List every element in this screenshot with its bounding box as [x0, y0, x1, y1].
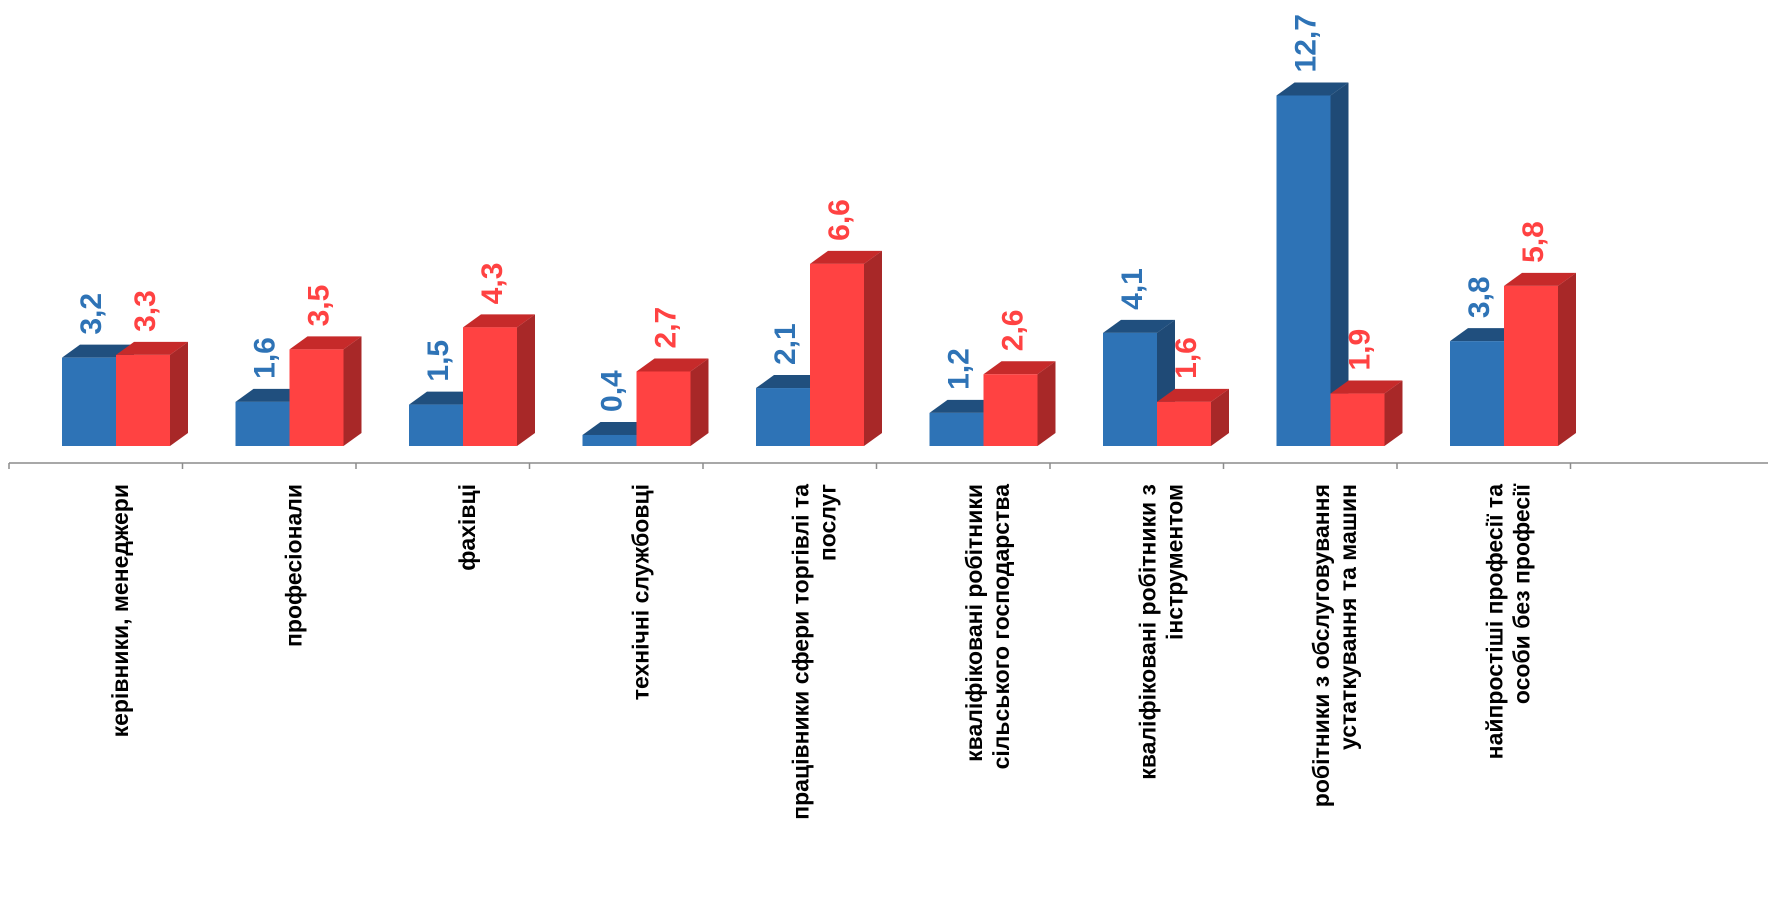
value-label: 1,9 — [1344, 329, 1377, 371]
bar-front-face — [929, 412, 984, 446]
bar-side-face — [517, 314, 535, 446]
bar-front-face — [289, 349, 344, 446]
value-label: 2,1 — [769, 323, 802, 365]
bar-front-face — [1157, 401, 1211, 446]
bar-side-face — [690, 358, 709, 446]
bar-red-1 — [289, 336, 362, 446]
category-label: особи без професії — [1509, 483, 1535, 704]
category-label: фахівці — [454, 484, 480, 571]
value-label: 3,3 — [129, 290, 162, 332]
value-label: 2,6 — [997, 310, 1030, 352]
value-label: 3,8 — [1463, 276, 1496, 318]
value-labels-layer: 3,2 3,3 1,6 3,5 1,5 4,3 0,4 2,7 2,1 6,6 1,2 2,6 4,1 1… — [75, 14, 1550, 412]
bar-front-face — [582, 434, 637, 446]
bar-front-face — [636, 371, 691, 446]
bar-front-face — [62, 357, 116, 446]
value-label: 3,5 — [303, 285, 336, 327]
bar-side-face — [864, 250, 882, 446]
bar-side-face — [1211, 388, 1229, 446]
bar-top-face — [116, 341, 188, 355]
value-label: 1,6 — [249, 337, 282, 379]
bar-top-face — [1276, 82, 1349, 96]
category-label: найпростіші професії та — [1482, 484, 1508, 760]
bar-front-face — [463, 327, 517, 446]
bar-blue-7 — [1276, 82, 1349, 446]
bar-top-face — [810, 250, 882, 264]
bar-front-face — [116, 354, 170, 446]
bar-top-face — [636, 358, 709, 372]
bar-side-face — [170, 341, 188, 446]
bar-top-face — [1504, 272, 1576, 286]
value-label: 5,8 — [1517, 221, 1550, 263]
value-label: 4,1 — [1116, 268, 1149, 310]
bar-front-face — [756, 388, 810, 446]
bar-side-face — [1330, 82, 1349, 446]
bar-front-face — [1330, 393, 1385, 446]
bar-side-face — [343, 336, 362, 446]
bar-front-face — [1103, 332, 1157, 446]
value-label: 1,2 — [943, 348, 976, 390]
bar-red-4 — [810, 250, 882, 446]
bar-side-face — [1558, 272, 1576, 446]
bar-red-8 — [1504, 272, 1576, 446]
x-axis — [8, 462, 1768, 469]
bar-red-0 — [116, 341, 188, 446]
value-label: 1,6 — [1170, 337, 1203, 379]
bar-top-face — [463, 314, 535, 328]
category-label: кваліфіковані робітники з — [1135, 484, 1161, 780]
bar-front-face — [1504, 285, 1558, 446]
category-label: робітники з обслуговування — [1308, 484, 1334, 807]
bar-top-face — [1157, 388, 1229, 402]
bar-red-3 — [636, 358, 709, 446]
category-label: технічні службовці — [628, 484, 654, 700]
bars-layer — [62, 82, 1576, 446]
bar-front-face — [1450, 341, 1504, 446]
bar-red-7 — [1330, 380, 1403, 446]
value-label: 2,7 — [650, 307, 683, 349]
category-label: сільського господарства — [988, 484, 1014, 770]
bar-front-face — [235, 401, 290, 446]
bar-top-face — [62, 344, 134, 358]
category-label: послуг — [815, 484, 841, 561]
bar-red-2 — [463, 314, 535, 446]
value-label: 4,3 — [476, 263, 509, 305]
bar-front-face — [1276, 95, 1331, 446]
category-labels-layer: керівники, менеджери професіонали фахівці т… — [107, 483, 1535, 819]
bar-red-5 — [983, 361, 1056, 446]
bar-side-face — [1037, 361, 1056, 446]
value-label: 1,5 — [422, 340, 455, 382]
category-label: керівники, менеджери — [107, 484, 133, 737]
bar-top-face — [289, 336, 362, 350]
bar-red-6 — [1157, 388, 1229, 446]
category-label: професіонали — [281, 484, 307, 647]
bar-top-face — [983, 361, 1056, 375]
category-label: кваліфіковані робітники — [961, 484, 987, 762]
bar-top-face — [1103, 319, 1175, 333]
value-label: 12,7 — [1290, 14, 1323, 72]
category-label: працівники сфери торгівлі та — [788, 484, 814, 820]
value-label: 3,2 — [75, 293, 108, 335]
bar-front-face — [810, 263, 864, 446]
bar-front-face — [983, 374, 1038, 446]
category-label: інструментом — [1162, 484, 1188, 640]
category-label: устаткування та машин — [1335, 484, 1361, 750]
bar-side-face — [1384, 380, 1403, 446]
bar-front-face — [409, 404, 463, 446]
bar-top-face — [1330, 380, 1403, 394]
value-label: 0,4 — [596, 370, 629, 412]
value-label: 6,6 — [823, 199, 856, 241]
